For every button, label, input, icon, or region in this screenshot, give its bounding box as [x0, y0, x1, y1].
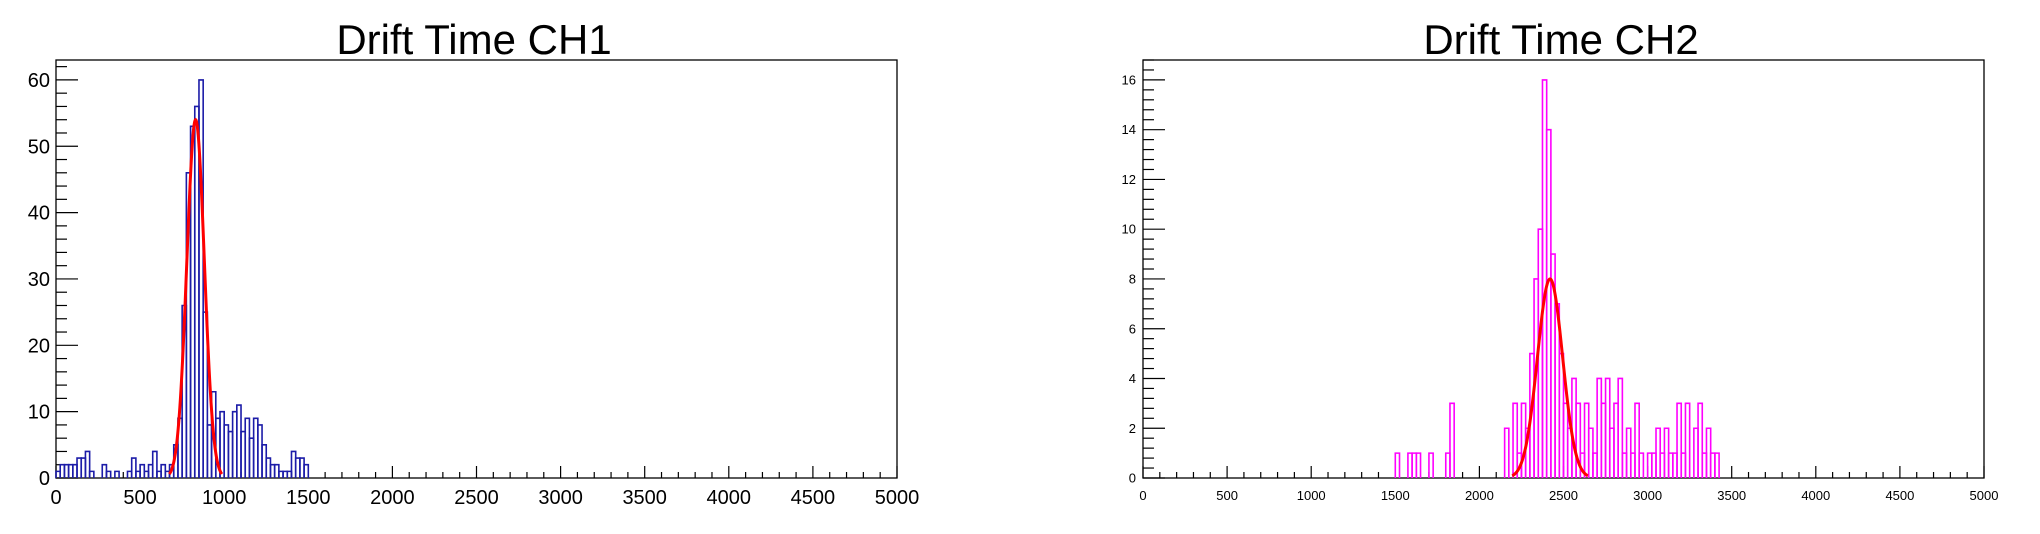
histogram-bin-ch2	[1428, 452, 1434, 478]
y-tick-label-ch1: 10	[28, 402, 50, 424]
y-tick-label-ch1: 50	[28, 136, 50, 158]
histogram-bin-ch2	[1684, 402, 1691, 478]
x-tick-label-ch1: 5000	[875, 487, 920, 509]
y-tick-label-ch1: 40	[28, 203, 50, 225]
x-tick-label-ch1: 3500	[622, 487, 667, 509]
y-tick-label-ch2: 14	[1122, 122, 1136, 137]
x-tick-label-ch1: 4500	[791, 487, 836, 509]
x-tick-label-ch1: 2500	[454, 487, 499, 509]
histogram-bin-ch1	[88, 470, 95, 478]
y-tick-label-ch2: 8	[1129, 272, 1136, 287]
y-tick-label-ch1: 30	[28, 269, 50, 291]
y-tick-label-ch1: 20	[28, 335, 50, 357]
x-tick-label-ch1: 1500	[286, 487, 331, 509]
drift-time-ch2-panel: Drift Time CH2 0 500 1000 1500 2000 2500 3000 35…	[1122, 16, 1999, 503]
histogram-bin-ch2	[1449, 402, 1455, 478]
histogram-bin-ch2	[1676, 402, 1683, 478]
histogram-bin-ch2	[1634, 402, 1640, 478]
x-tick-label-ch2: 4500	[1885, 488, 1914, 503]
histogram-bin-ch2	[1503, 427, 1510, 478]
x-tick-label-ch1: 500	[123, 487, 156, 509]
x-tick-label-ch2: 1000	[1297, 488, 1326, 503]
x-tick-label-ch2: 2000	[1465, 488, 1494, 503]
histogram-bin-ch2	[1415, 452, 1422, 478]
x-tick-label-ch2: 2500	[1549, 488, 1578, 503]
histogram-bin-ch1	[84, 450, 91, 478]
histogram-bin-ch1	[151, 450, 158, 478]
x-tick-label-ch2: 4000	[1801, 488, 1830, 503]
x-tick-label-ch1: 1000	[202, 487, 247, 509]
histogram-bin-ch1	[130, 457, 137, 478]
histogram-bin-ch2	[1638, 452, 1645, 478]
histogram-bin-ch2	[1512, 402, 1519, 478]
chart-title-ch1: Drift Time CH1	[336, 16, 611, 63]
x-tick-label-ch1: 0	[50, 487, 61, 509]
x-tick-label-ch2: 3500	[1717, 488, 1746, 503]
chart-title-ch2: Drift Time CH2	[1423, 16, 1698, 63]
histogram-bin-ch2	[1617, 377, 1624, 478]
histogram-bin-ch2	[1697, 402, 1704, 478]
histogram-bin-ch2	[1394, 452, 1401, 478]
x-tick-label-ch1: 2000	[370, 487, 415, 509]
histogram-bin-ch1	[105, 470, 112, 478]
y-tick-label-ch2: 2	[1129, 421, 1136, 436]
histogram-bin-ch2	[1575, 402, 1582, 478]
x-tick-label-ch2: 3000	[1633, 488, 1662, 503]
x-tick-label-ch1: 4000	[707, 487, 752, 509]
y-tick-label-ch2: 4	[1129, 371, 1136, 386]
y-tick-label-ch1: 60	[28, 70, 50, 92]
histogram-bin-ch1	[303, 463, 310, 478]
y-tick-label-ch2: 0	[1129, 471, 1136, 486]
y-tick-label-ch2: 16	[1122, 72, 1136, 87]
x-tick-label-ch2: 0	[1139, 488, 1146, 503]
y-tick-label-ch2: 12	[1122, 172, 1136, 187]
y-tick-label-ch2: 10	[1122, 222, 1136, 237]
histogram-bin-ch1	[114, 470, 120, 478]
x-tick-label-ch2: 5000	[1970, 488, 1999, 503]
y-tick-label-ch2: 6	[1129, 321, 1136, 336]
gaussian-fit-curve-ch1	[168, 117, 224, 475]
x-tick-label-ch1: 3000	[538, 487, 583, 509]
gaussian-fit-curve-ch2	[1511, 277, 1589, 478]
x-tick-label-ch2: 1500	[1381, 488, 1410, 503]
histogram-bin-ch2	[1714, 452, 1720, 478]
y-tick-label-ch1: 0	[39, 468, 50, 490]
x-tick-label-ch2: 500	[1216, 488, 1238, 503]
histogram-bin-ch1	[198, 79, 204, 478]
